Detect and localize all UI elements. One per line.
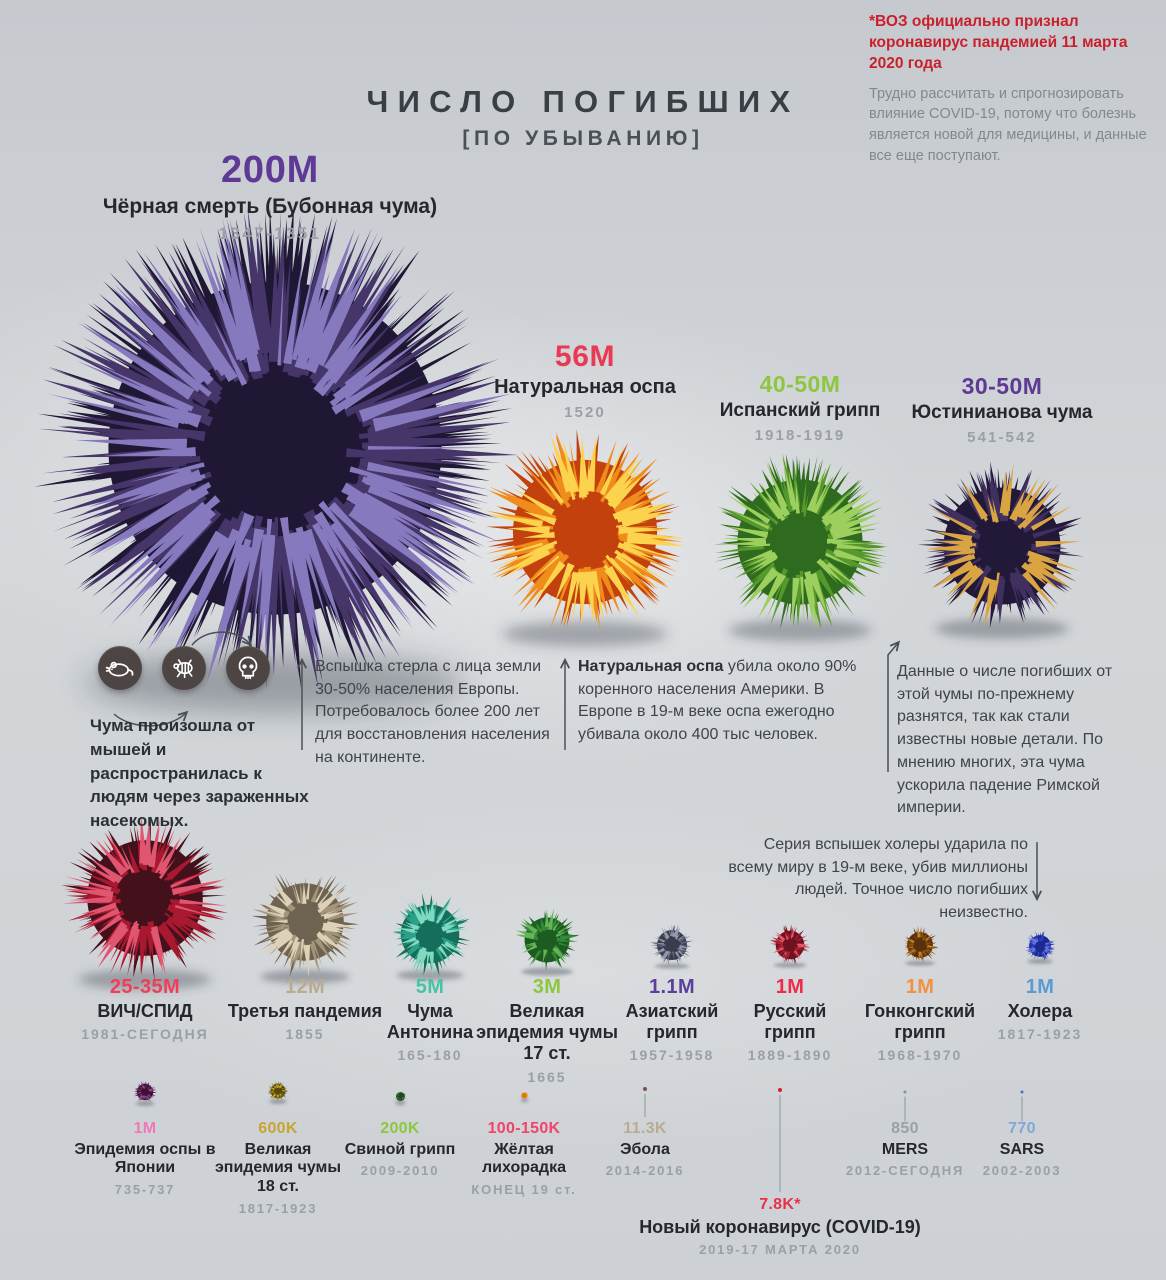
title-line2: [ПО УБЫВАНИЮ] — [462, 127, 704, 150]
virus-ball — [34, 206, 518, 713]
title-line1: ЧИСЛО ПОГИБШИХ — [366, 84, 800, 119]
flea-icon — [162, 646, 206, 690]
virus-ball — [917, 461, 1085, 639]
virus-ball — [267, 1080, 289, 1105]
virus-ball — [902, 926, 939, 966]
virus-ball — [1025, 930, 1056, 964]
skull-icon — [226, 646, 270, 690]
rat-icon — [98, 646, 142, 690]
annotation-smallpox-bold: Натуральная оспа — [578, 658, 724, 675]
annotation-smallpox-rest: убила около 90% коренного населения Амер… — [578, 658, 857, 744]
virus-ball — [251, 868, 360, 984]
annotation-black-death: Вспышка стерла с лица земли 30-50% насел… — [315, 658, 550, 766]
who-note: *ВОЗ официально признал коронавирус панд… — [869, 12, 1161, 166]
annotation-cholera: Серия вспышек холеры ударила по всему ми… — [728, 836, 1028, 922]
virus-ball — [713, 453, 888, 642]
virus-ball — [393, 1089, 407, 1105]
virus-ball — [515, 908, 580, 976]
virus-ball — [392, 892, 471, 981]
annotation-justinian: Данные о числе погибших от этой чумы по-… — [897, 663, 1113, 817]
annotation-plague-origin: Чума произошла от мышей и распространила… — [90, 716, 309, 831]
virus-ball — [482, 429, 687, 647]
virus-ball — [61, 815, 229, 990]
infographic-title: ЧИСЛО ПОГИБШИХ [ПО УБЫВАНИЮ] — [0, 84, 1166, 151]
virus-ball — [133, 1080, 157, 1107]
who-note-body: Трудно рассчитать и спрогнозировать влия… — [869, 85, 1147, 164]
virus-ball — [519, 1090, 529, 1102]
virus-ball — [769, 924, 811, 968]
who-note-highlight: *ВОЗ официально признал коронавирус панд… — [869, 13, 1128, 72]
annotation-smallpox: Натуральная оспа убила около 90% коренно… — [578, 656, 866, 747]
virus-ball — [650, 923, 694, 969]
